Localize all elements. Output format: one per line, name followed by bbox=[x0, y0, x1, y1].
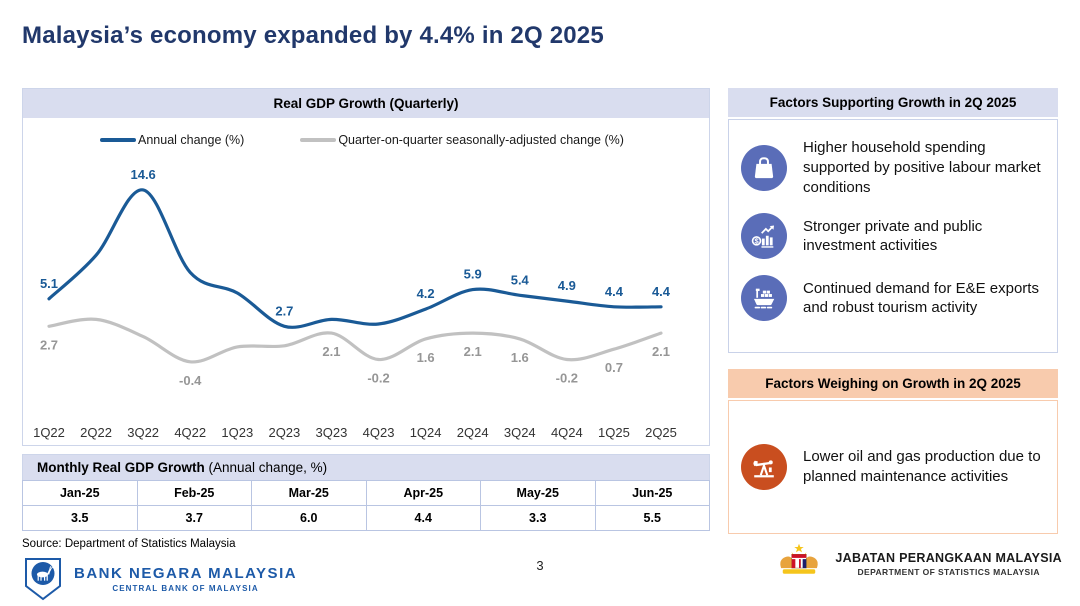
chart-body: Annual change (%) Quarter-on-quarter sea… bbox=[23, 118, 709, 445]
bnm-logo-icon bbox=[25, 558, 61, 601]
svg-text:$: $ bbox=[754, 237, 759, 246]
legend-swatch-annual-icon bbox=[100, 138, 136, 142]
monthly-gdp-table: Monthly Real GDP Growth (Annual change, … bbox=[22, 454, 710, 531]
legend-label-qoq: Quarter-on-quarter seasonally-adjusted c… bbox=[338, 133, 624, 147]
table-header-cell: May-25 bbox=[481, 481, 596, 506]
legend-label-annual: Annual change (%) bbox=[138, 133, 245, 147]
svg-text:0.7: 0.7 bbox=[605, 360, 623, 375]
bnm-logo-text: BANK NEGARA MALAYSIA CENTRAL BANK OF MAL… bbox=[74, 565, 297, 593]
svg-text:4.4: 4.4 bbox=[652, 284, 671, 299]
svg-text:14.6: 14.6 bbox=[130, 167, 155, 182]
left-column: Real GDP Growth (Quarterly) Annual chang… bbox=[22, 88, 710, 531]
bnm-name: BANK NEGARA MALAYSIA bbox=[74, 565, 298, 582]
svg-text:3Q24: 3Q24 bbox=[504, 425, 536, 440]
svg-text:2Q23: 2Q23 bbox=[268, 425, 300, 440]
supporting-factors-panel: Factors Supporting Growth in 2Q 2025 Hig… bbox=[728, 88, 1058, 353]
table-value-cell: 3.5 bbox=[23, 506, 138, 531]
factor-item-household-spending: Higher household spending supported by p… bbox=[739, 130, 1047, 205]
monthly-table-grid: Jan-25 Feb-25 Mar-25 Apr-25 May-25 Jun-2… bbox=[22, 480, 710, 531]
svg-text:-0.2: -0.2 bbox=[556, 371, 578, 386]
factor-item-exports-tourism: Continued demand for E&E exports and rob… bbox=[739, 267, 1047, 329]
svg-text:2.1: 2.1 bbox=[322, 344, 340, 359]
svg-text:5.1: 5.1 bbox=[40, 276, 58, 291]
dosm-name: JABATAN PERANGKAAN MALAYSIA bbox=[835, 551, 1062, 565]
dosm-logo-block: JABATAN PERANGKAAN MALAYSIA DEPARTMENT O… bbox=[773, 542, 1062, 586]
svg-text:-0.2: -0.2 bbox=[367, 371, 389, 386]
table-value-cell: 4.4 bbox=[366, 506, 481, 531]
monthly-table-title: Monthly Real GDP Growth (Annual change, … bbox=[22, 454, 710, 480]
weighing-factors-panel: Factors Weighing on Growth in 2Q 2025 Lo… bbox=[728, 369, 1058, 534]
shopping-bag-icon bbox=[741, 144, 787, 191]
oil-pump-icon bbox=[741, 444, 787, 490]
chart-title: Real GDP Growth (Quarterly) bbox=[23, 89, 709, 118]
chart-legend: Annual change (%) Quarter-on-quarter sea… bbox=[23, 118, 709, 149]
dosm-subtitle: DEPARTMENT OF STATISTICS MALAYSIA bbox=[857, 567, 1040, 577]
table-header-cell: Feb-25 bbox=[137, 481, 252, 506]
svg-text:2.1: 2.1 bbox=[464, 344, 482, 359]
factor-item-investment: $ Stronger private and public investment… bbox=[739, 205, 1047, 267]
factor-text: Higher household spending supported by p… bbox=[803, 139, 1041, 196]
source-note: Source: Department of Statistics Malaysi… bbox=[22, 538, 236, 550]
svg-text:5.9: 5.9 bbox=[464, 267, 482, 282]
table-header-cell: Jun-25 bbox=[595, 481, 710, 506]
supporting-factors-header: Factors Supporting Growth in 2Q 2025 bbox=[728, 88, 1058, 117]
svg-text:-0.4: -0.4 bbox=[179, 373, 202, 388]
monthly-table-title-bold: Monthly Real GDP Growth bbox=[37, 460, 205, 475]
svg-text:1.6: 1.6 bbox=[417, 350, 435, 365]
weighing-factors-header: Factors Weighing on Growth in 2Q 2025 bbox=[728, 369, 1058, 398]
svg-text:2Q24: 2Q24 bbox=[457, 425, 489, 440]
svg-text:2.7: 2.7 bbox=[275, 303, 293, 318]
legend-item-annual-change: Annual change (%) bbox=[100, 133, 244, 147]
dosm-logo-text: JABATAN PERANGKAAN MALAYSIA DEPARTMENT O… bbox=[835, 551, 1062, 577]
table-header-cell: Mar-25 bbox=[252, 481, 367, 506]
supporting-factors-body: Higher household spending supported by p… bbox=[728, 119, 1058, 353]
table-value-cell: 6.0 bbox=[252, 506, 367, 531]
svg-text:3Q23: 3Q23 bbox=[316, 425, 348, 440]
factor-item-oil-gas: Lower oil and gas production due to plan… bbox=[739, 436, 1047, 498]
svg-text:1Q23: 1Q23 bbox=[221, 425, 253, 440]
table-header-cell: Jan-25 bbox=[23, 481, 138, 506]
bnm-logo-block: BANK NEGARA MALAYSIA CENTRAL BANK OF MAL… bbox=[22, 556, 297, 602]
factor-text: Continued demand for E&E exports and rob… bbox=[803, 279, 1039, 317]
svg-text:1Q25: 1Q25 bbox=[598, 425, 630, 440]
svg-text:2.1: 2.1 bbox=[652, 344, 670, 359]
page-number: 3 bbox=[536, 558, 544, 573]
table-value-cell: 3.7 bbox=[137, 506, 252, 531]
svg-text:4.2: 4.2 bbox=[417, 286, 435, 301]
svg-text:5.4: 5.4 bbox=[511, 272, 530, 287]
factor-text: Lower oil and gas production due to plan… bbox=[803, 448, 1041, 485]
svg-text:2Q22: 2Q22 bbox=[80, 425, 112, 440]
svg-text:2Q25: 2Q25 bbox=[645, 425, 677, 440]
legend-swatch-qoq-icon bbox=[300, 138, 337, 142]
svg-text:1.6: 1.6 bbox=[511, 350, 529, 365]
dosm-coat-of-arms-icon bbox=[780, 543, 819, 574]
svg-text:4Q24: 4Q24 bbox=[551, 425, 583, 440]
legend-item-qoq-change: Quarter-on-quarter seasonally-adjusted c… bbox=[300, 133, 624, 147]
investment-chart-icon: $ bbox=[741, 213, 787, 260]
svg-text:4Q22: 4Q22 bbox=[174, 425, 206, 440]
svg-text:4.4: 4.4 bbox=[605, 284, 624, 299]
monthly-table-title-suffix: (Annual change, %) bbox=[204, 460, 328, 475]
gdp-line-chart: 5.1 14.6 2.7 4.2 5.9 5.4 4.9 4.4 4.4 2.7 -0.4 2.1 -0… bbox=[33, 167, 677, 440]
factor-text: Stronger private and public investment a… bbox=[803, 217, 983, 255]
svg-text:4.9: 4.9 bbox=[558, 278, 576, 293]
svg-text:1Q24: 1Q24 bbox=[410, 425, 442, 440]
cargo-ship-icon bbox=[741, 275, 787, 322]
table-value-cell: 3.3 bbox=[481, 506, 596, 531]
page-title: Malaysia’s economy expanded by 4.4% in 2… bbox=[22, 22, 604, 49]
svg-text:2.7: 2.7 bbox=[40, 337, 58, 352]
right-column: Factors Supporting Growth in 2Q 2025 Hig… bbox=[728, 88, 1058, 534]
weighing-factors-body: Lower oil and gas production due to plan… bbox=[728, 400, 1058, 534]
svg-text:4Q23: 4Q23 bbox=[363, 425, 395, 440]
quarterly-gdp-chart-card: Real GDP Growth (Quarterly) Annual chang… bbox=[22, 88, 710, 446]
bnm-subtitle: CENTRAL BANK OF MALAYSIA bbox=[112, 584, 259, 593]
svg-text:1Q22: 1Q22 bbox=[33, 425, 65, 440]
table-value-cell: 5.5 bbox=[595, 506, 710, 531]
svg-text:3Q22: 3Q22 bbox=[127, 425, 159, 440]
table-header-cell: Apr-25 bbox=[366, 481, 481, 506]
